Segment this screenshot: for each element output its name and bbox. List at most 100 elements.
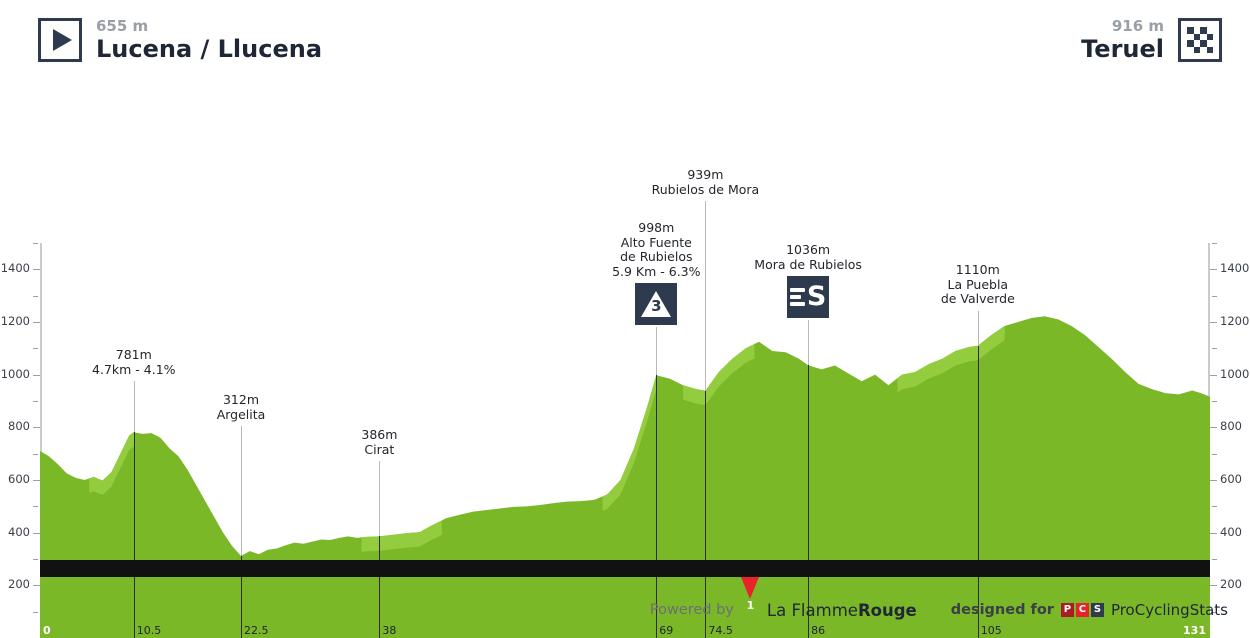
checkered-pattern <box>1187 27 1213 53</box>
y-tick <box>1212 611 1217 613</box>
annotation-line: de Rubielos <box>620 249 693 264</box>
annotation-label: 998m Alto Fuente de Rubielos 5.9 Km - 6.3% <box>612 220 700 279</box>
annotation-line: 939m <box>687 167 724 182</box>
finish-location-name: Teruel <box>1081 35 1164 63</box>
annotation-leader-line <box>241 426 242 556</box>
flamme-rouge-bold: Rouge <box>857 600 917 620</box>
flamme-rouge-light: La Flamme <box>766 600 858 620</box>
stage-profile-chart: 200 200 400 400 600 600 800 800 1000 1000 1200 1200… <box>0 78 1250 638</box>
y-tick <box>1210 322 1217 323</box>
km-divider-line <box>656 375 658 638</box>
y-axis-label: 1000 <box>1220 366 1250 381</box>
annotation-label: 939m Rubielos de Mora <box>651 167 760 197</box>
flag-cell <box>1193 46 1200 53</box>
y-tick <box>1212 243 1217 244</box>
flag-cell <box>1193 27 1200 34</box>
y-axis-label: 1000 <box>0 366 30 381</box>
elevation-steep-overlay <box>602 375 657 511</box>
y-tick <box>33 243 38 244</box>
annotation-line: Cirat <box>364 441 395 457</box>
annotation-line: 312m <box>222 392 260 407</box>
annotation-line: Alto Fuente <box>620 234 692 250</box>
y-tick <box>1212 295 1217 297</box>
finish-altitude: 916 m <box>1111 17 1164 35</box>
flag-cell <box>1200 33 1207 40</box>
flag-cell <box>1187 40 1194 47</box>
annotation-leader-line <box>656 327 658 376</box>
annotation-line: de Valverde <box>940 291 1015 306</box>
pcs-logo-icon: P C S <box>1060 603 1104 617</box>
annotation-line: 386m <box>361 427 398 442</box>
y-axis-label: 400 <box>1220 524 1242 539</box>
km-axis-label: 10.5 <box>136 624 162 637</box>
flamme-rouge-flag-icon: 1 <box>740 577 760 621</box>
km-axis-label: 74.5 <box>708 624 733 637</box>
sprint-badge[interactable]: S <box>787 276 830 318</box>
y-tick <box>1212 401 1217 402</box>
y-axis-label: 600 <box>8 472 30 486</box>
speed-line <box>789 302 805 306</box>
annotation-line: 1036m <box>786 242 831 257</box>
y-axis-label: 800 <box>1220 419 1242 434</box>
speed-line <box>789 295 801 299</box>
y-tick <box>33 322 40 323</box>
flag-number: 1 <box>746 599 755 612</box>
y-tick <box>33 559 38 560</box>
y-tick <box>1210 374 1217 376</box>
y-axis-label: 1200 <box>0 314 30 328</box>
annotation-line: 1110m <box>955 262 1000 277</box>
flag-cell <box>1206 27 1213 34</box>
y-tick <box>1210 269 1217 271</box>
y-axis-label: 1400 <box>0 261 30 276</box>
mountain-triangle-icon: 3 <box>641 291 672 317</box>
y-axis-label: 200 <box>8 577 30 592</box>
y-tick <box>1212 453 1217 455</box>
km-divider-line <box>379 536 381 638</box>
flag-cell <box>1206 40 1213 47</box>
y-tick <box>1212 348 1217 350</box>
start-text: 655 m Lucena / Llucena <box>96 18 322 62</box>
flag-cell <box>1206 33 1213 40</box>
powered-by-label: Powered by <box>649 602 734 618</box>
start-play-icon <box>38 18 82 62</box>
y-tick <box>33 427 40 429</box>
flamme-rouge-credit[interactable]: Powered by 1 La FlammeRouge <box>649 577 917 621</box>
y-axis-label: 800 <box>8 419 30 434</box>
pcs-credit[interactable]: designed for P C S ProCyclingStats <box>951 601 1228 619</box>
annotation-leader-line <box>133 381 135 433</box>
play-triangle-icon <box>52 29 72 51</box>
profile-footer: Powered by 1 La FlammeRouge designed for… <box>0 577 1250 625</box>
annotation-line: 781m <box>115 347 152 362</box>
pcs-letter-c: C <box>1075 603 1089 617</box>
flag-cell <box>1200 40 1207 47</box>
designed-for-label: designed for <box>950 602 1054 618</box>
annotation-line: Rubielos de Mora <box>651 181 760 197</box>
y-tick <box>33 348 38 350</box>
climb-category-badge[interactable]: 3 <box>635 283 678 325</box>
y-tick <box>1212 559 1217 560</box>
flag-cell <box>1200 27 1207 34</box>
checkered-flag-icon <box>1178 18 1222 62</box>
y-tick <box>33 506 38 508</box>
y-tick <box>1210 480 1217 481</box>
y-tick <box>33 611 38 613</box>
y-tick <box>1210 585 1217 587</box>
y-tick <box>1210 532 1217 534</box>
km-axis-label: 22.5 <box>244 624 269 637</box>
road-strip <box>40 560 1210 577</box>
speed-lines-icon <box>789 288 805 306</box>
annotation-label: 386m Cirat <box>361 427 398 457</box>
y-tick <box>33 453 38 455</box>
flag-cell <box>1187 27 1194 34</box>
y-tick <box>33 269 40 271</box>
flag-cell <box>1206 46 1213 53</box>
km-divider-line <box>977 345 979 638</box>
km-axis-label: 131 <box>1183 624 1206 637</box>
start-altitude: 655 m <box>96 17 149 35</box>
km-axis-label: 38 <box>382 624 397 637</box>
sprint-icon: S <box>789 283 826 310</box>
profile-header: 655 m Lucena / Llucena 916 m Teruel <box>0 0 1250 78</box>
annotation-line: Argelita <box>216 406 266 422</box>
annotation-leader-line <box>705 201 707 391</box>
elevation-steep-overlay <box>361 520 442 552</box>
